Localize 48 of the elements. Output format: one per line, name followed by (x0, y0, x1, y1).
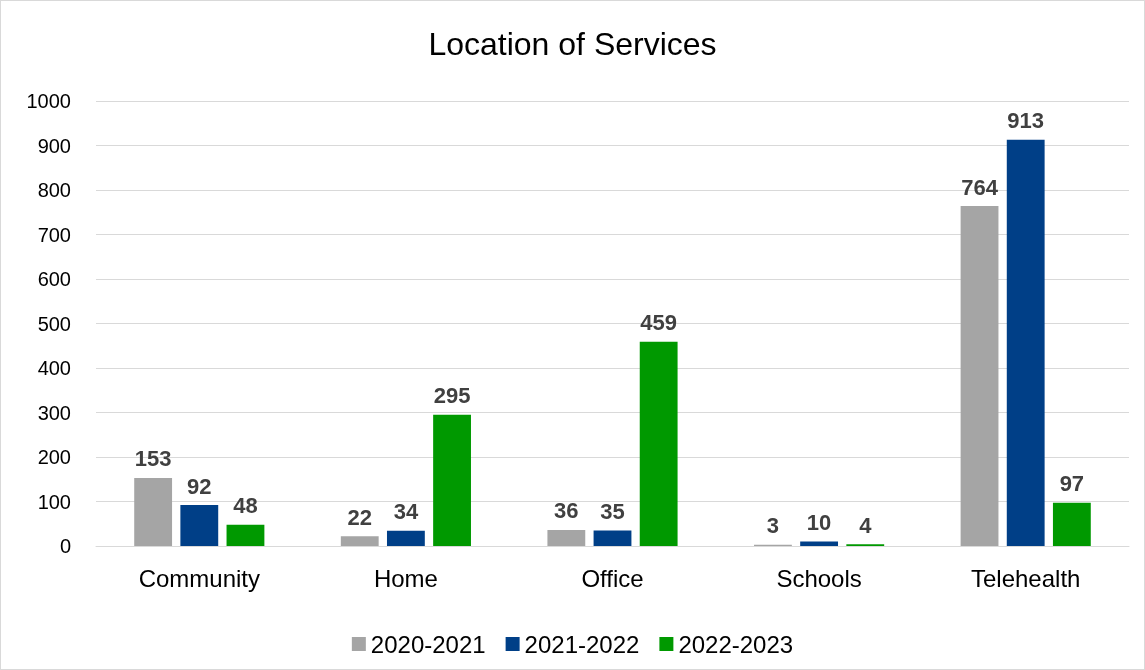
data-label: 35 (600, 498, 625, 524)
data-label: 36 (554, 498, 579, 524)
bar (134, 477, 173, 546)
y-tick-label: 800 (37, 179, 71, 201)
bar (226, 524, 265, 546)
x-tick-label: Schools (776, 564, 862, 592)
y-tick-label: 300 (37, 401, 71, 424)
bar (386, 530, 425, 546)
data-label: 913 (1007, 108, 1045, 134)
bar (1052, 502, 1091, 546)
data-label: 48 (233, 493, 258, 519)
data-label: 3 (766, 513, 780, 539)
bar (800, 541, 839, 546)
y-tick-label: 700 (37, 223, 71, 246)
bar (433, 414, 471, 546)
data-label: 92 (187, 473, 212, 499)
data-label: 4 (859, 512, 873, 538)
y-tick-label: 1000 (26, 90, 71, 112)
data-label: 34 (393, 499, 419, 525)
bar (547, 529, 586, 546)
bar (593, 530, 632, 546)
chart-title: Location of Services (428, 26, 717, 62)
bar (180, 505, 219, 546)
legend-label: 2020-2021 (370, 630, 486, 658)
data-label: 153 (134, 446, 172, 472)
y-tick-label: 400 (37, 357, 71, 379)
legend-label: 2022-2023 (678, 630, 794, 658)
data-label: 97 (1059, 471, 1085, 497)
x-tick-label: Telehealth (970, 564, 1081, 592)
y-tick-label: 0 (59, 535, 71, 557)
y-tick-label: 500 (37, 312, 71, 335)
y-tick-label: 600 (37, 268, 71, 290)
data-label: 295 (433, 383, 471, 409)
bar (639, 341, 678, 546)
bar (340, 536, 379, 546)
x-tick-label: Office (581, 564, 644, 592)
y-tick-label: 900 (37, 134, 71, 157)
legend-label: 2021-2022 (524, 630, 640, 658)
data-label: 22 (347, 504, 372, 530)
data-label: 10 (806, 510, 832, 536)
bar (960, 206, 999, 546)
x-tick-label: Home (373, 564, 438, 592)
bar (1006, 139, 1045, 546)
y-tick-label: 100 (37, 490, 71, 513)
x-tick-label: Community (138, 564, 260, 592)
data-label: 459 (640, 310, 678, 336)
data-label: 764 (961, 174, 999, 200)
y-tick-label: 200 (37, 446, 71, 468)
